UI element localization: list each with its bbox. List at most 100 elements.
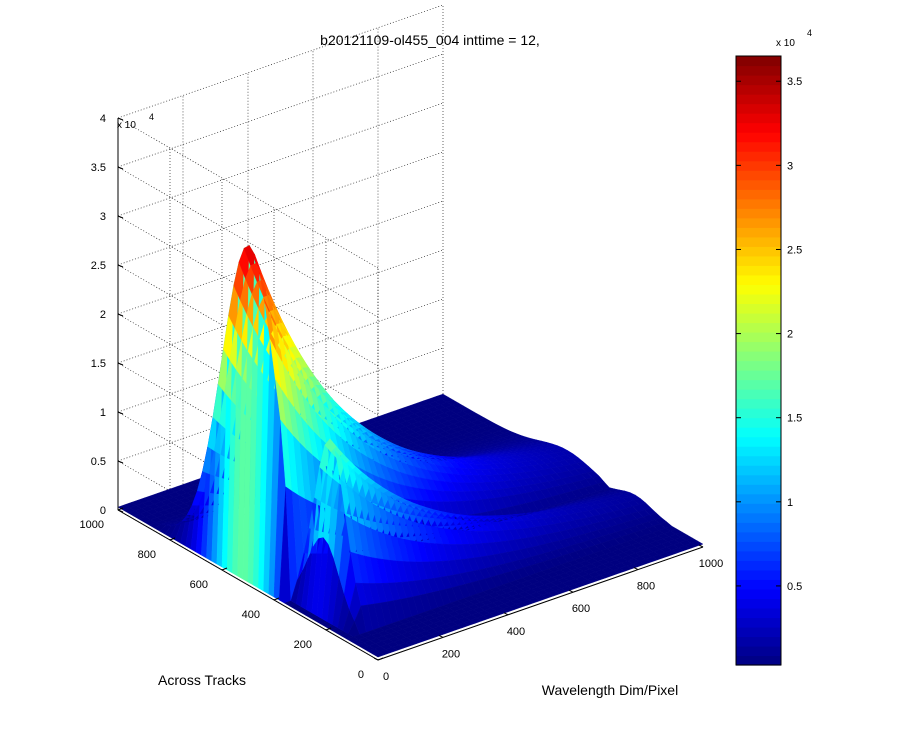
colorbar-band	[736, 293, 781, 305]
colorbar-band	[736, 103, 781, 114]
colorbar-band	[736, 446, 781, 457]
colorbar-band	[736, 255, 781, 266]
colorbar-tick-label: 0.5	[787, 581, 802, 593]
colorbar-band	[736, 598, 781, 609]
z-tick-mark	[117, 313, 124, 317]
x-tick-label: 0	[383, 671, 389, 683]
z-tick-mark	[117, 264, 124, 268]
colorbar-band	[736, 541, 781, 552]
colorbar-frame	[735, 55, 782, 666]
x-tick-mark	[633, 567, 639, 571]
chart-title: b20121109-ol455_004 inttime = 12,	[320, 32, 540, 48]
colorbar: 0.5 1 1.5 2 2.5 3 3.5 x 10 4	[735, 28, 812, 666]
y-tick-label: 1000	[80, 519, 104, 531]
grid-line-z	[117, 200, 444, 315]
colorbar-band	[736, 65, 781, 76]
colorbar-band	[736, 170, 781, 181]
colorbar-band	[736, 122, 781, 133]
colorbar-band	[736, 512, 781, 523]
z-exponent-power: 4	[149, 112, 154, 122]
colorbar-band	[736, 198, 781, 209]
z-tick-label: 0.5	[91, 456, 106, 468]
x-axis-line	[377, 546, 704, 661]
z-exponent-base: x 10	[117, 120, 136, 131]
x-tick-label: 200	[442, 648, 460, 660]
y-tick-mark	[169, 537, 176, 541]
z-tick-label: 4	[100, 113, 106, 125]
colorbar-band	[736, 636, 781, 647]
x-tick-label: 800	[637, 581, 655, 593]
colorbar-band	[736, 312, 781, 324]
colorbar-band	[736, 274, 781, 285]
colorbar-band	[736, 389, 781, 400]
y-tick-label: 800	[138, 549, 156, 561]
colorbar-band	[736, 236, 781, 247]
colorbar-band	[736, 493, 781, 504]
colorbar-band	[736, 417, 781, 428]
y-tick-label: 600	[190, 579, 208, 591]
colorbar-band	[736, 217, 781, 228]
colorbar-band	[736, 265, 781, 276]
colorbar-band	[736, 379, 781, 390]
y-tick-label: 400	[242, 609, 260, 621]
x-tick-label: 400	[507, 626, 525, 638]
y-tick-mark	[325, 627, 332, 631]
colorbar-band	[736, 617, 781, 628]
colorbar-band	[736, 84, 781, 95]
colorbar-band	[736, 303, 781, 314]
z-tick-mark	[117, 117, 124, 121]
colorbar-band	[736, 569, 781, 580]
x-axis-label: Wavelength Dim/Pixel	[542, 682, 678, 698]
colorbar-band	[736, 550, 781, 561]
colorbar-band	[736, 531, 781, 542]
colorbar-band	[736, 436, 781, 447]
z-tick-label: 1	[100, 407, 106, 419]
grid-line-z	[117, 151, 444, 266]
grid-line-z	[117, 347, 444, 462]
z-tick-mark	[117, 362, 124, 366]
colorbar-band	[736, 113, 781, 124]
y-tick-label: 0	[358, 669, 364, 681]
colorbar-band	[736, 560, 781, 571]
grid-line-z	[117, 298, 444, 413]
y-ticks: 0 200 400 600 800 1000	[80, 507, 384, 681]
colorbar-exponent-power: 4	[807, 28, 812, 38]
colorbar-tick-label: 3	[787, 160, 793, 172]
colorbar-band	[736, 208, 781, 219]
colorbar-band	[736, 522, 781, 533]
z-tick-mark	[117, 509, 124, 513]
y-tick-mark	[377, 657, 384, 661]
colorbar-band	[736, 132, 781, 143]
colorbar-band	[736, 246, 781, 257]
z-tick-mark	[117, 460, 124, 464]
colorbar-band	[736, 398, 781, 409]
colorbar-band	[736, 360, 781, 371]
x-tick-mark	[698, 544, 704, 548]
grid-line-z	[117, 102, 444, 217]
grid-line-z	[117, 4, 444, 119]
colorbar-band	[736, 227, 781, 238]
colorbar-band	[736, 370, 781, 381]
colorbar-band	[736, 588, 781, 599]
colorbar-band	[736, 331, 781, 343]
colorbar-band	[736, 465, 781, 476]
y-tick-label: 200	[294, 639, 312, 651]
colorbar-band	[736, 626, 781, 638]
y-axis-line	[117, 509, 379, 661]
z-tick-mark	[117, 215, 124, 219]
x-tick-mark	[438, 634, 444, 638]
colorbar-band	[736, 455, 781, 466]
colorbar-ticks: 0.5 1 1.5 2 2.5 3 3.5	[736, 76, 802, 593]
colorbar-band	[736, 350, 781, 362]
y-tick-mark	[273, 597, 280, 601]
z-tick-label: 3.5	[91, 162, 106, 174]
colorbar-band	[736, 160, 781, 171]
colorbar-band	[736, 655, 781, 666]
z-tick-label: 3	[100, 211, 106, 223]
colorbar-band	[736, 94, 781, 105]
z-tick-label: 1.5	[91, 358, 106, 370]
colorbar-tick-label: 1	[787, 497, 793, 509]
x-tick-label: 600	[572, 603, 590, 615]
colorbar-band	[736, 56, 781, 67]
